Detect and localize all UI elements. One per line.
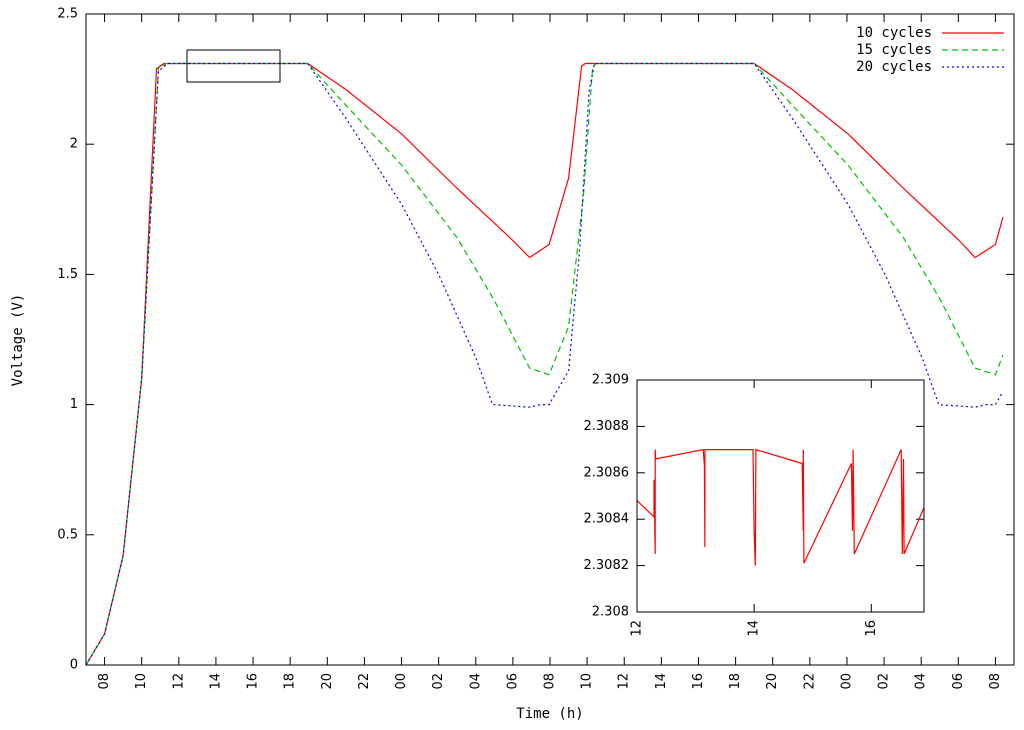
x-tick-label: 22 xyxy=(357,673,372,690)
y-tick-label: 2.5 xyxy=(57,7,78,22)
x-tick-label: 20 xyxy=(765,673,780,690)
x-tick-label: 04 xyxy=(468,673,483,690)
y-tick-label: 0 xyxy=(70,658,78,673)
plot-frame xyxy=(636,379,925,613)
x-tick-label: 08 xyxy=(988,673,1003,690)
x-tick-label: 02 xyxy=(877,673,892,690)
series-line xyxy=(636,448,925,566)
x-tick-label: 14 xyxy=(747,620,762,637)
x-tick-label: 14 xyxy=(654,673,669,690)
x-tick-label: 16 xyxy=(691,673,706,690)
zoom-region xyxy=(186,49,281,83)
x-tick-label: 10 xyxy=(134,673,149,690)
legend-label: 20 cycles xyxy=(856,59,932,75)
x-tick-label: 12 xyxy=(171,673,186,690)
y-tick-label: 0.5 xyxy=(57,527,78,542)
legend-label: 15 cycles xyxy=(856,42,932,58)
x-tick-label: 10 xyxy=(580,673,595,690)
plot-area xyxy=(637,380,924,612)
x-tick-label: 14 xyxy=(208,673,223,690)
x-axis-label: Time (h) xyxy=(516,706,583,722)
x-tick-label: 16 xyxy=(864,620,879,637)
x-tick-label: 12 xyxy=(617,673,632,690)
y-tick-label: 2.3084 xyxy=(584,512,630,527)
y-tick-label: 1.5 xyxy=(57,267,78,282)
x-tick-label: 04 xyxy=(914,673,929,690)
x-tick-label: 20 xyxy=(320,673,335,690)
x-tick-label: 08 xyxy=(97,673,112,690)
x-tick-label: 12 xyxy=(630,620,645,637)
y-tick-label: 2.309 xyxy=(592,373,629,388)
x-tick-label: 16 xyxy=(246,673,261,690)
y-axis-label: Voltage (V) xyxy=(10,294,26,387)
x-tick-label: 06 xyxy=(505,673,520,690)
x-tick-label: 00 xyxy=(394,673,409,690)
y-tick-label: 2.3088 xyxy=(584,419,630,434)
x-tick-label: 00 xyxy=(839,673,854,690)
x-tick-label: 22 xyxy=(802,673,817,690)
x-tick-label: 18 xyxy=(728,673,743,690)
legend-label: 10 cycles xyxy=(856,25,932,41)
y-tick-label: 2.308 xyxy=(592,605,629,620)
series-line xyxy=(85,62,1004,666)
x-tick-label: 06 xyxy=(951,673,966,690)
y-tick-label: 2.3086 xyxy=(584,465,630,480)
x-tick-label: 08 xyxy=(543,673,558,690)
series-line xyxy=(85,62,1004,666)
series-line xyxy=(85,62,1004,666)
y-tick-label: 1 xyxy=(70,397,78,412)
x-tick-label: 02 xyxy=(431,673,446,690)
y-tick-label: 2.3082 xyxy=(584,558,630,573)
y-tick-label: 2 xyxy=(70,137,78,152)
x-tick-label: 18 xyxy=(283,673,298,690)
plot-frame xyxy=(85,13,1015,666)
